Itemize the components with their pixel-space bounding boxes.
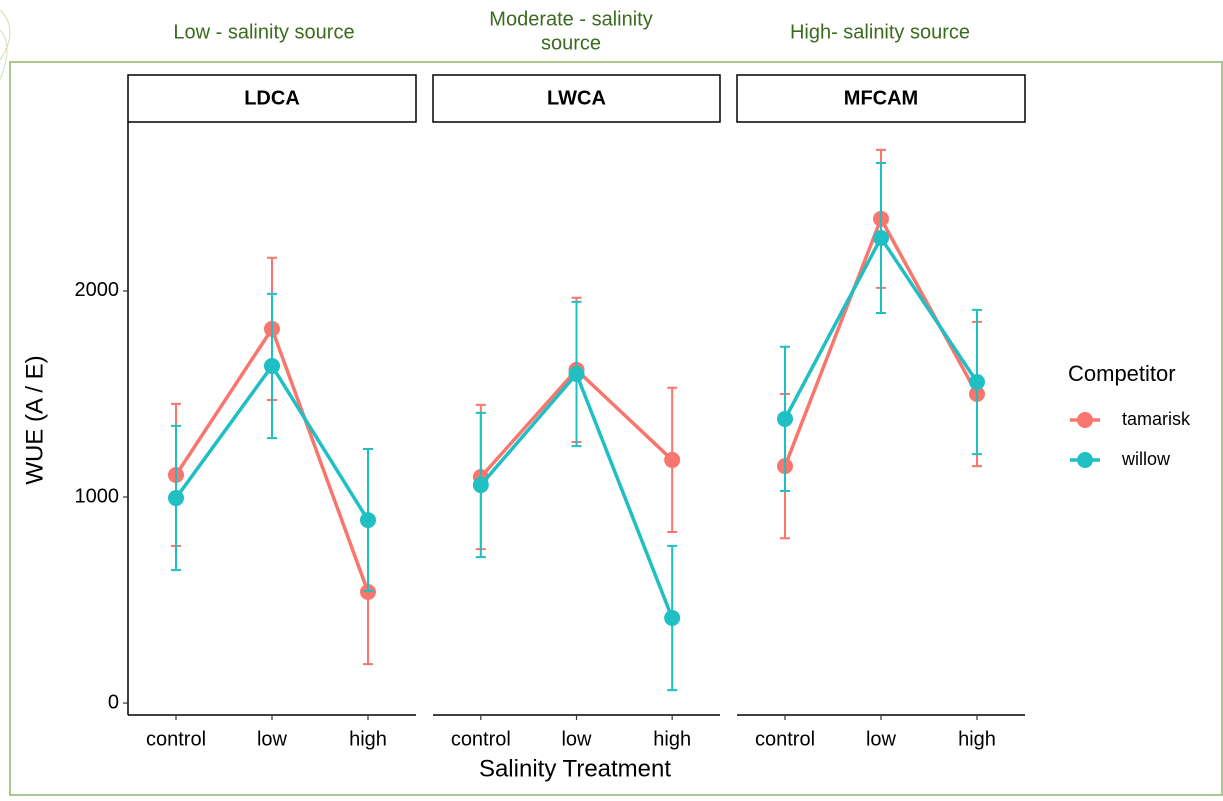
x-tick-label: low	[561, 728, 592, 750]
x-tick-label: control	[146, 728, 206, 750]
facet-title: LWCA	[547, 87, 606, 109]
legend-marker	[1077, 452, 1093, 468]
frame	[9, 61, 1223, 796]
annotation: source	[541, 32, 601, 54]
legend-label: willow	[1121, 449, 1171, 469]
point	[264, 357, 280, 374]
annotation: High- salinity source	[790, 21, 970, 43]
point	[472, 477, 489, 494]
legend-marker	[1077, 412, 1093, 428]
point	[568, 365, 585, 382]
decoration	[0, 9, 11, 81]
x-axis-title: Salinity Treatment	[479, 755, 671, 782]
y-tick-label: 1000	[75, 485, 120, 507]
point	[777, 410, 793, 427]
x-tick-label: control	[451, 728, 511, 750]
x-tick-label: high	[349, 728, 387, 750]
annotation: Low - salinity source	[173, 21, 354, 43]
facet-strip	[432, 74, 721, 123]
facet-title: MFCAM	[844, 87, 918, 109]
x-tick-label: low	[257, 728, 288, 750]
x-tick-label: high	[653, 728, 691, 750]
point	[168, 490, 184, 507]
y-axis-title: WUE (A / E)	[21, 355, 48, 484]
facet-strip	[127, 74, 417, 123]
legend-title: Competitor	[1068, 361, 1176, 386]
point	[969, 374, 985, 391]
point	[664, 609, 681, 626]
x-tick-label: low	[866, 728, 897, 750]
point	[873, 230, 889, 247]
facet-strip	[736, 74, 1026, 123]
x-tick-label: high	[958, 728, 996, 750]
facet-title: LDCA	[244, 87, 300, 109]
y-tick-label: 2000	[75, 279, 120, 301]
legend-label: tamarisk	[1122, 409, 1191, 429]
point	[360, 512, 376, 529]
annotation: Moderate - salinity	[489, 8, 652, 30]
y-tick-label: 0	[108, 691, 119, 713]
point	[664, 451, 681, 468]
x-tick-label: control	[755, 728, 815, 750]
